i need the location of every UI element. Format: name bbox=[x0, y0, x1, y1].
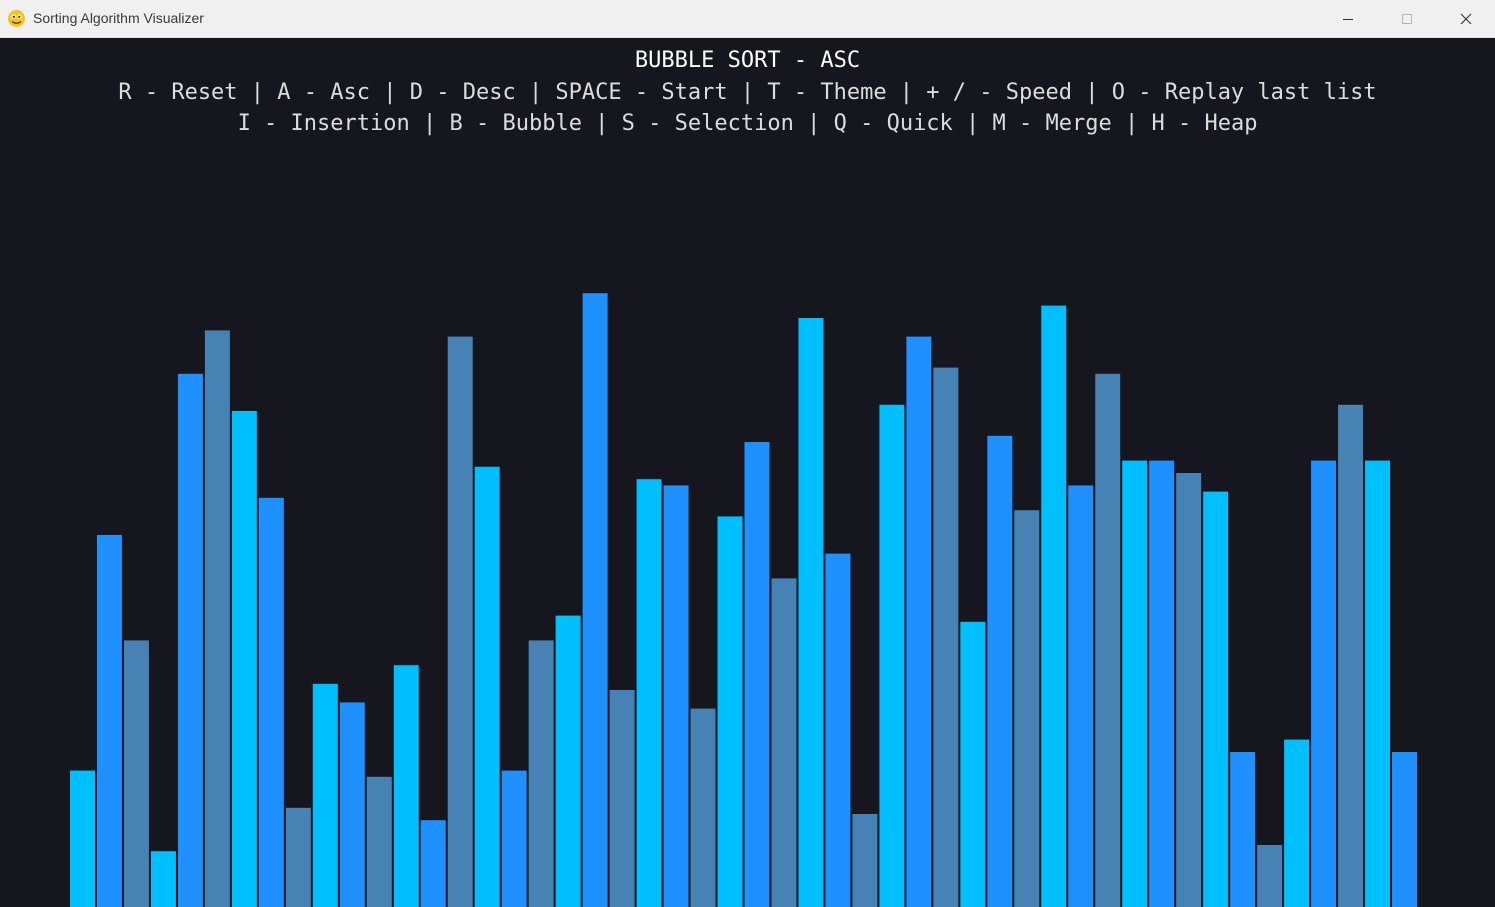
bar-30 bbox=[879, 404, 905, 907]
title-bar[interactable]: Sorting Algorithm Visualizer bbox=[0, 0, 1495, 38]
bar-1 bbox=[96, 535, 122, 907]
bar-48 bbox=[1365, 460, 1391, 907]
bar-18 bbox=[555, 615, 581, 907]
bar-27 bbox=[798, 318, 824, 907]
bar-5 bbox=[204, 330, 230, 907]
bar-42 bbox=[1203, 491, 1229, 907]
algorithm-title: BUBBLE SORT - ASC bbox=[634, 48, 861, 73]
bar-32 bbox=[933, 367, 959, 907]
bar-10 bbox=[339, 702, 365, 907]
bar-9 bbox=[312, 683, 338, 907]
bar-36 bbox=[1041, 305, 1067, 907]
bar-8 bbox=[285, 807, 311, 907]
bar-22 bbox=[663, 485, 689, 907]
bar-38 bbox=[1095, 373, 1121, 907]
minimize-icon bbox=[1343, 19, 1353, 20]
python-app-icon bbox=[7, 9, 26, 28]
bar-37 bbox=[1068, 485, 1094, 907]
minimize-button[interactable] bbox=[1319, 0, 1377, 37]
close-icon bbox=[1460, 13, 1472, 25]
maximize-button[interactable] bbox=[1378, 0, 1436, 37]
bar-19 bbox=[582, 293, 608, 907]
bar-23 bbox=[690, 708, 716, 907]
bar-7 bbox=[258, 497, 284, 907]
bar-15 bbox=[474, 466, 500, 907]
bar-6 bbox=[231, 411, 257, 907]
bar-0 bbox=[70, 770, 95, 907]
bar-40 bbox=[1149, 460, 1175, 907]
bar-12 bbox=[393, 665, 419, 907]
close-button[interactable] bbox=[1437, 0, 1495, 37]
bar-13 bbox=[420, 820, 446, 907]
bar-43 bbox=[1230, 752, 1256, 907]
visualizer-canvas[interactable]: BUBBLE SORT - ASC R - Reset | A - Asc | … bbox=[0, 38, 1495, 907]
bar-21 bbox=[636, 479, 662, 907]
bar-2 bbox=[123, 640, 149, 907]
controls-help-line-2: I - Insertion | B - Bubble | S - Selecti… bbox=[237, 111, 1258, 136]
bar-chart bbox=[70, 293, 1417, 907]
bar-14 bbox=[447, 336, 473, 907]
bar-45 bbox=[1284, 739, 1310, 907]
bar-49 bbox=[1392, 752, 1417, 907]
bar-44 bbox=[1257, 845, 1283, 907]
bar-31 bbox=[906, 336, 932, 907]
bar-46 bbox=[1311, 460, 1337, 907]
bar-25 bbox=[744, 442, 770, 907]
bar-39 bbox=[1122, 460, 1148, 907]
bar-11 bbox=[366, 776, 392, 907]
bar-28 bbox=[825, 553, 851, 907]
bar-17 bbox=[528, 640, 554, 907]
maximize-icon bbox=[1402, 14, 1412, 24]
bar-4 bbox=[177, 373, 203, 907]
bar-47 bbox=[1338, 404, 1364, 907]
bar-29 bbox=[852, 814, 878, 907]
bar-33 bbox=[960, 621, 986, 907]
bar-34 bbox=[987, 435, 1013, 907]
bar-24 bbox=[717, 516, 743, 907]
bar-41 bbox=[1176, 473, 1202, 907]
bar-16 bbox=[501, 770, 527, 907]
bar-20 bbox=[609, 690, 635, 907]
window-title: Sorting Algorithm Visualizer bbox=[33, 10, 204, 26]
bar-26 bbox=[771, 578, 797, 907]
controls-help-line-1: R - Reset | A - Asc | D - Desc | SPACE -… bbox=[118, 80, 1377, 105]
bar-3 bbox=[150, 851, 176, 907]
bar-35 bbox=[1014, 510, 1040, 907]
